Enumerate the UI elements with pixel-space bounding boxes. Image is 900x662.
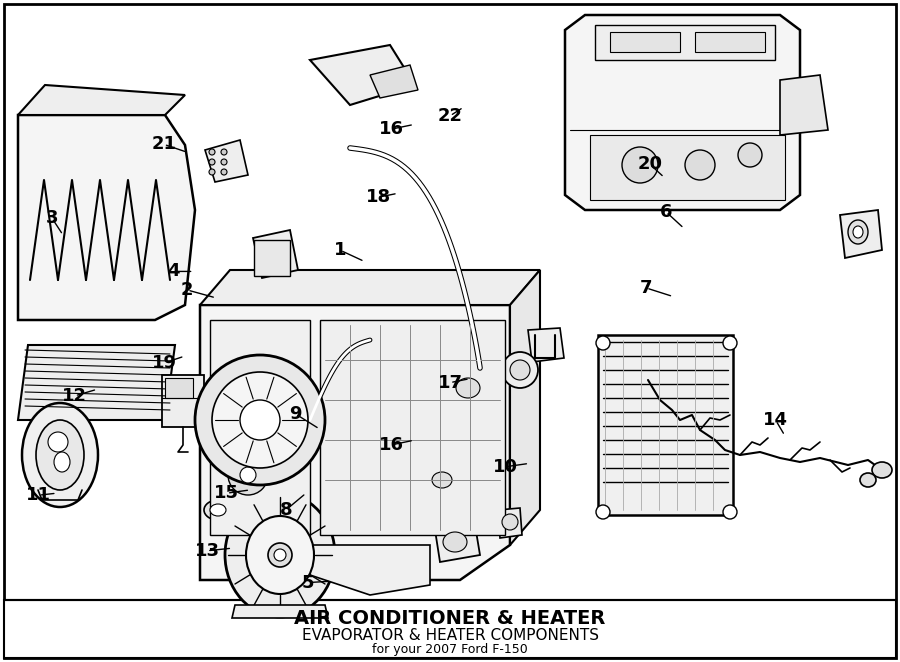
Ellipse shape [596,505,610,519]
Polygon shape [370,65,418,98]
Text: 9: 9 [289,404,302,423]
Ellipse shape [209,149,215,155]
Text: 3: 3 [46,209,58,228]
Bar [254,240,290,276]
Text: 2: 2 [181,281,194,299]
Ellipse shape [210,504,226,516]
Polygon shape [840,210,882,258]
Text: 16: 16 [379,120,404,138]
Polygon shape [528,328,564,362]
Ellipse shape [596,336,610,350]
Ellipse shape [225,493,335,617]
Text: 20: 20 [637,155,662,173]
Bar [165,378,193,398]
Ellipse shape [22,403,98,507]
Text: 17: 17 [437,373,463,392]
Polygon shape [565,15,800,210]
Text: EVAPORATOR & HEATER COMPONENTS: EVAPORATOR & HEATER COMPONENTS [302,628,598,643]
Polygon shape [210,320,310,535]
Ellipse shape [422,464,462,496]
Polygon shape [320,320,505,535]
Ellipse shape [240,400,280,440]
Text: 19: 19 [152,354,177,372]
Ellipse shape [228,455,268,495]
Polygon shape [200,305,510,580]
Ellipse shape [240,467,256,483]
Text: 13: 13 [194,542,220,560]
Polygon shape [200,270,540,305]
Bar [598,335,733,515]
Ellipse shape [872,462,892,478]
Ellipse shape [446,370,490,406]
Text: AIR CONDITIONER & HEATER: AIR CONDITIONER & HEATER [294,608,606,628]
Bar [162,375,204,427]
Text: 15: 15 [214,484,239,502]
Text: 1: 1 [334,241,346,260]
Ellipse shape [848,220,868,244]
Polygon shape [18,115,195,320]
Ellipse shape [738,143,762,167]
Polygon shape [232,605,328,618]
Ellipse shape [723,336,737,350]
Ellipse shape [723,505,737,519]
Text: 18: 18 [365,188,391,207]
Ellipse shape [36,420,84,490]
Ellipse shape [853,226,863,238]
Text: 5: 5 [302,573,314,592]
Bar [4,600,896,658]
Text: 12: 12 [62,387,87,405]
Ellipse shape [209,159,215,165]
Polygon shape [18,345,175,420]
Ellipse shape [456,378,480,398]
Text: 14: 14 [763,411,788,430]
Bar [610,32,680,52]
Bar [695,32,765,52]
Ellipse shape [221,149,227,155]
Ellipse shape [48,432,68,452]
Ellipse shape [209,169,215,175]
Ellipse shape [246,516,314,594]
Ellipse shape [221,159,227,165]
Bar [595,25,775,60]
Polygon shape [310,45,415,105]
Ellipse shape [432,472,452,488]
Ellipse shape [274,549,286,561]
Ellipse shape [622,147,658,183]
Ellipse shape [860,473,876,487]
Text: 8: 8 [280,500,292,519]
Ellipse shape [204,500,232,520]
Ellipse shape [54,452,70,472]
Text: for your 2007 Ford F-150: for your 2007 Ford F-150 [372,643,528,657]
Polygon shape [498,508,522,538]
Ellipse shape [510,360,530,380]
Ellipse shape [685,150,715,180]
Polygon shape [310,545,430,595]
Text: 22: 22 [437,107,463,125]
Polygon shape [18,85,185,115]
Ellipse shape [212,372,308,468]
Text: 7: 7 [640,279,652,297]
Polygon shape [780,75,828,135]
Ellipse shape [502,352,538,388]
Ellipse shape [268,543,292,567]
Text: 21: 21 [151,135,176,154]
Ellipse shape [443,532,467,552]
Text: 4: 4 [167,262,180,281]
Ellipse shape [216,443,280,507]
Polygon shape [253,230,298,278]
Bar [590,135,785,200]
Text: 6: 6 [660,203,672,221]
Polygon shape [510,270,540,545]
Ellipse shape [195,355,325,485]
Ellipse shape [502,514,518,530]
Text: 10: 10 [493,457,518,476]
Ellipse shape [221,169,227,175]
Text: 16: 16 [379,436,404,454]
Text: 11: 11 [26,486,51,504]
Polygon shape [205,140,248,182]
Polygon shape [435,525,480,562]
